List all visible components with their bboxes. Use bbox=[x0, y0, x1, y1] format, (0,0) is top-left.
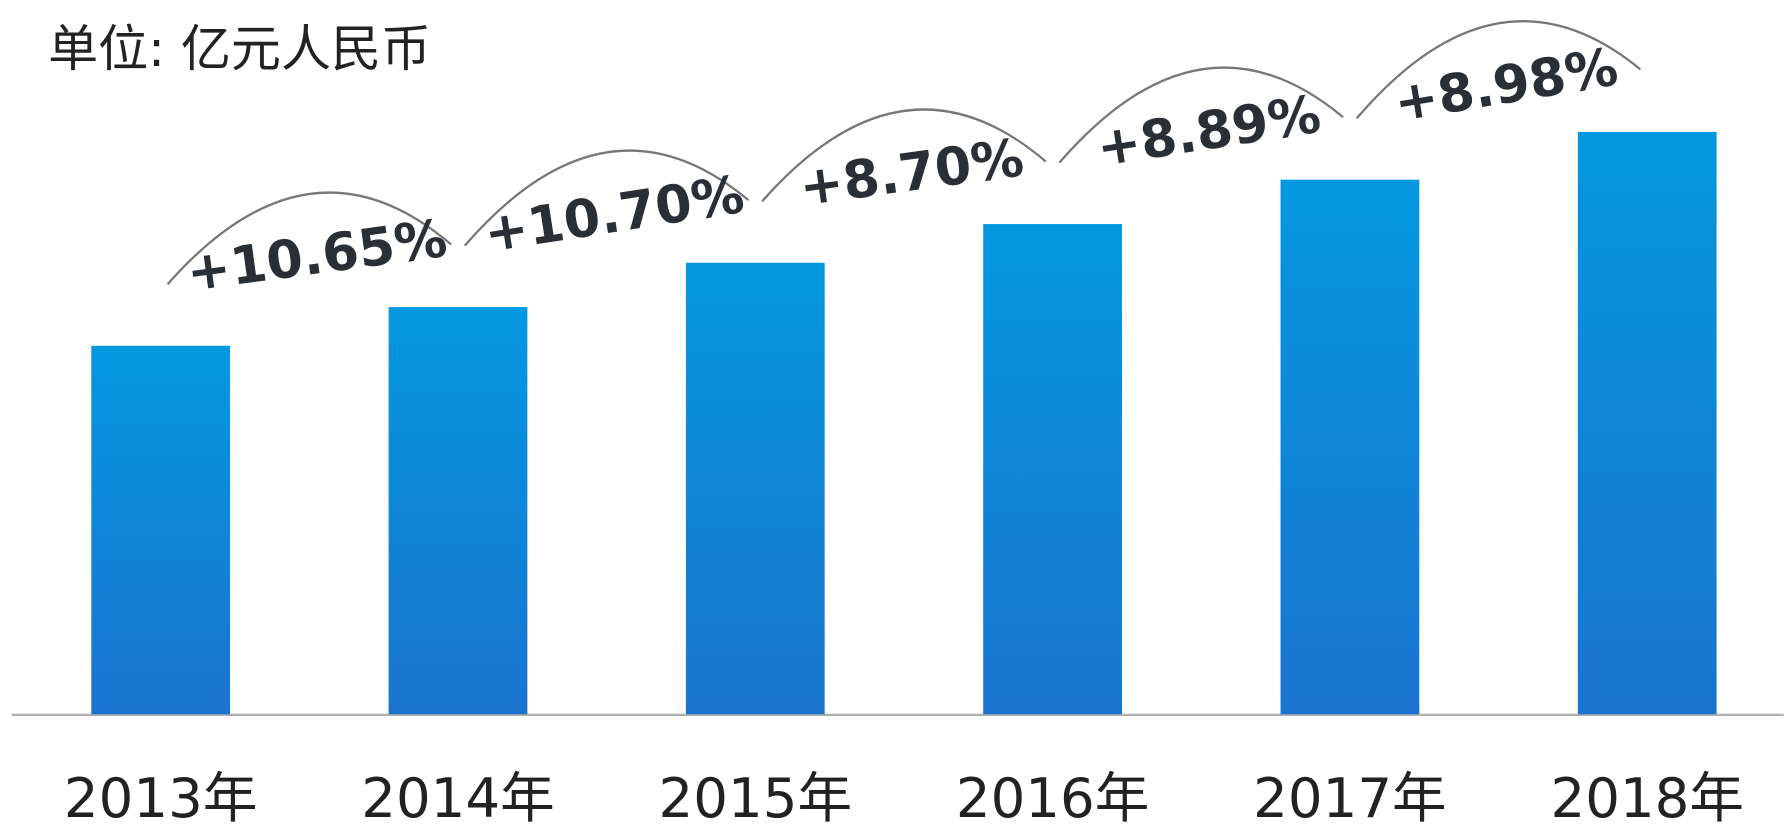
growth-arc bbox=[761, 108, 1047, 203]
growth-arc bbox=[463, 149, 750, 247]
bar bbox=[1280, 179, 1420, 715]
bar bbox=[1577, 131, 1717, 715]
bar bbox=[685, 262, 825, 715]
x-tick-label: 2018年 bbox=[1550, 766, 1743, 828]
x-tick-label: 2016年 bbox=[956, 766, 1149, 828]
growth-arc bbox=[1058, 66, 1344, 164]
growth-arc bbox=[1355, 20, 1642, 120]
x-tick-label: 2014年 bbox=[361, 766, 554, 828]
chart-title: 单位: 亿元人民币 bbox=[48, 20, 431, 78]
bar bbox=[388, 307, 528, 715]
growth-arc bbox=[166, 191, 452, 286]
x-tick-label: 2017年 bbox=[1253, 766, 1446, 828]
growth-label: +10.70% bbox=[480, 164, 748, 265]
growth-label: +8.89% bbox=[1093, 84, 1325, 179]
x-tick-label: 2015年 bbox=[659, 766, 852, 828]
growth-label: +10.65% bbox=[183, 208, 450, 304]
bar bbox=[91, 345, 231, 715]
bar bbox=[983, 224, 1122, 715]
x-tick-label: 2013年 bbox=[64, 766, 257, 828]
growth-label: +8.98% bbox=[1390, 36, 1622, 134]
